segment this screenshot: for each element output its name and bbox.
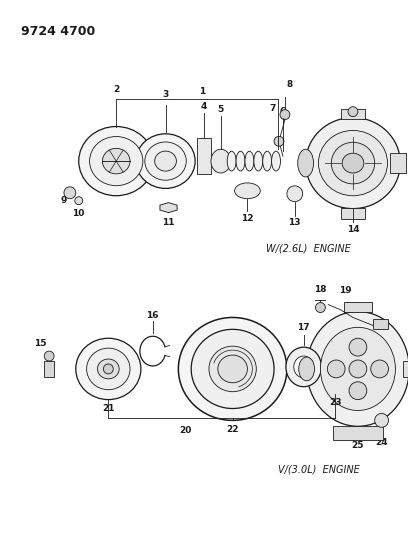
Ellipse shape bbox=[322, 354, 348, 384]
Ellipse shape bbox=[218, 355, 247, 383]
Text: 14: 14 bbox=[346, 225, 359, 234]
Ellipse shape bbox=[178, 318, 287, 421]
Bar bbox=[403, 361, 411, 377]
Ellipse shape bbox=[87, 348, 130, 390]
Bar bbox=[197, 139, 211, 174]
Ellipse shape bbox=[272, 151, 280, 171]
Ellipse shape bbox=[371, 360, 388, 378]
Bar bbox=[390, 153, 406, 173]
Ellipse shape bbox=[319, 131, 388, 196]
Text: 17: 17 bbox=[297, 323, 310, 332]
Ellipse shape bbox=[298, 149, 314, 177]
Bar bbox=[344, 302, 372, 311]
Ellipse shape bbox=[245, 151, 254, 171]
Ellipse shape bbox=[102, 148, 130, 174]
Ellipse shape bbox=[349, 360, 367, 378]
Text: 5: 5 bbox=[218, 105, 224, 114]
Ellipse shape bbox=[236, 151, 245, 171]
Ellipse shape bbox=[145, 142, 186, 180]
Ellipse shape bbox=[227, 151, 236, 171]
Text: 9724 4700: 9724 4700 bbox=[21, 25, 95, 37]
Text: 1: 1 bbox=[199, 87, 205, 96]
Circle shape bbox=[375, 414, 388, 427]
Ellipse shape bbox=[294, 356, 314, 378]
Text: 7: 7 bbox=[269, 104, 275, 113]
Ellipse shape bbox=[211, 149, 231, 173]
Text: 18: 18 bbox=[314, 285, 327, 294]
Text: 25: 25 bbox=[352, 441, 364, 450]
Text: 9: 9 bbox=[61, 196, 67, 205]
Circle shape bbox=[274, 136, 284, 146]
Text: 22: 22 bbox=[226, 425, 239, 434]
Bar bbox=[136, 155, 154, 167]
Ellipse shape bbox=[327, 360, 345, 378]
Text: 3: 3 bbox=[162, 90, 169, 99]
Text: 6: 6 bbox=[280, 107, 286, 116]
Text: 24: 24 bbox=[375, 438, 388, 447]
Ellipse shape bbox=[306, 118, 400, 208]
Polygon shape bbox=[160, 203, 177, 213]
Text: 12: 12 bbox=[241, 214, 254, 223]
Text: 21: 21 bbox=[102, 404, 115, 413]
Text: 20: 20 bbox=[179, 426, 192, 435]
Text: 19: 19 bbox=[339, 286, 351, 295]
Ellipse shape bbox=[209, 346, 256, 392]
Ellipse shape bbox=[136, 134, 195, 189]
Bar bbox=[333, 426, 383, 440]
Bar bbox=[341, 208, 365, 220]
Text: 11: 11 bbox=[162, 218, 175, 227]
Ellipse shape bbox=[263, 151, 272, 171]
Circle shape bbox=[75, 197, 83, 205]
Text: V/(3.0L)  ENGINE: V/(3.0L) ENGINE bbox=[277, 465, 359, 475]
Ellipse shape bbox=[286, 347, 321, 387]
Ellipse shape bbox=[254, 151, 263, 171]
Ellipse shape bbox=[79, 126, 154, 196]
Circle shape bbox=[348, 107, 358, 117]
Text: 15: 15 bbox=[34, 338, 46, 348]
Ellipse shape bbox=[76, 338, 141, 400]
Ellipse shape bbox=[235, 183, 260, 199]
Ellipse shape bbox=[104, 364, 113, 374]
Circle shape bbox=[287, 186, 302, 201]
Text: 4: 4 bbox=[201, 102, 207, 111]
Text: W/(2.6L)  ENGINE: W/(2.6L) ENGINE bbox=[266, 243, 351, 253]
Ellipse shape bbox=[342, 153, 364, 173]
Circle shape bbox=[280, 110, 290, 119]
Text: 16: 16 bbox=[146, 311, 159, 320]
Circle shape bbox=[44, 351, 54, 361]
Text: 2: 2 bbox=[113, 85, 119, 94]
Circle shape bbox=[64, 187, 76, 199]
Text: 13: 13 bbox=[289, 218, 301, 227]
Text: 10: 10 bbox=[72, 209, 84, 218]
Ellipse shape bbox=[349, 338, 367, 356]
Ellipse shape bbox=[97, 359, 119, 379]
Ellipse shape bbox=[191, 329, 274, 408]
Ellipse shape bbox=[155, 151, 176, 171]
Ellipse shape bbox=[299, 357, 314, 381]
Ellipse shape bbox=[329, 362, 341, 376]
Bar bbox=[44, 361, 54, 377]
Circle shape bbox=[316, 303, 326, 312]
Ellipse shape bbox=[349, 382, 367, 400]
Text: 8: 8 bbox=[287, 80, 293, 90]
Bar bbox=[373, 319, 388, 329]
Ellipse shape bbox=[331, 142, 375, 184]
Ellipse shape bbox=[307, 311, 409, 426]
Ellipse shape bbox=[314, 344, 357, 394]
Ellipse shape bbox=[321, 327, 395, 410]
Ellipse shape bbox=[90, 136, 143, 185]
Bar bbox=[341, 109, 365, 118]
Text: 23: 23 bbox=[329, 398, 342, 407]
